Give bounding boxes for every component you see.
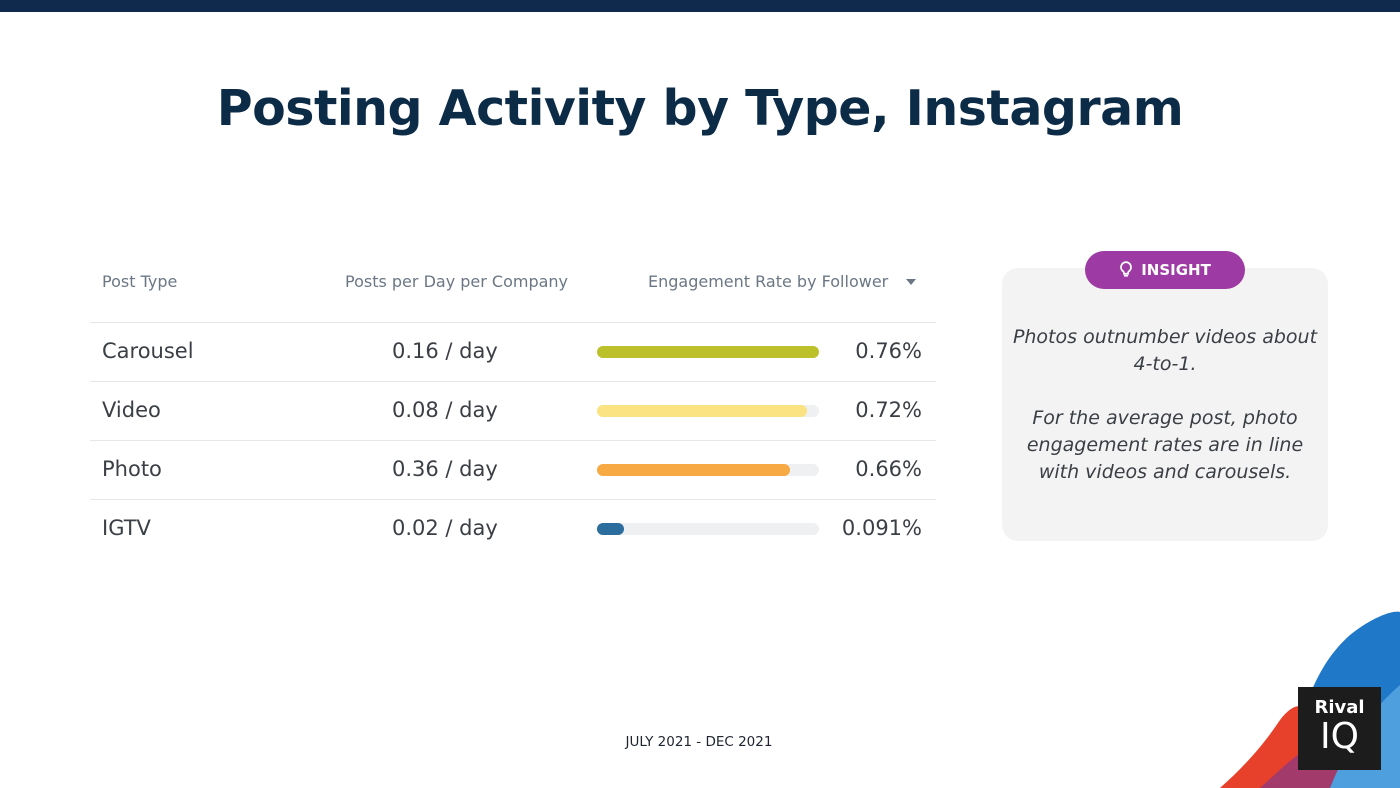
- posting-activity-table: Post Type Posts per Day per Company Enga…: [90, 262, 936, 558]
- posts-per-day-cell: 0.16 / day: [392, 339, 498, 363]
- rival-iq-logo: Rival IQ: [1298, 687, 1381, 770]
- table-row: Photo 0.36 / day 0.66%: [90, 441, 936, 500]
- table-row: IGTV 0.02 / day 0.091%: [90, 500, 936, 558]
- posts-per-day-cell: 0.36 / day: [392, 457, 498, 481]
- insight-paragraph: For the average post, photo engagement r…: [1026, 407, 1304, 483]
- header-post-type: Post Type: [102, 272, 178, 291]
- insight-text: Photos outnumber videos about 4-to-1. Fo…: [1012, 324, 1318, 513]
- top-bar: [0, 0, 1400, 12]
- engagement-bar: [597, 464, 790, 476]
- table-header: Post Type Posts per Day per Company Enga…: [90, 262, 936, 323]
- insight-paragraph: Photos outnumber videos about 4-to-1.: [1012, 326, 1318, 375]
- insight-badge: INSIGHT: [1085, 251, 1245, 289]
- post-type-cell: IGTV: [102, 516, 151, 540]
- engagement-bar: [597, 405, 807, 417]
- header-engagement-rate[interactable]: Engagement Rate by Follower: [648, 272, 889, 291]
- insight-badge-label: INSIGHT: [1141, 261, 1211, 279]
- engagement-value-cell: 0.72%: [855, 398, 922, 422]
- post-type-cell: Carousel: [102, 339, 194, 363]
- page-title: Posting Activity by Type, Instagram: [216, 80, 1184, 137]
- engagement-bar-track: [597, 405, 819, 417]
- posts-per-day-cell: 0.02 / day: [392, 516, 498, 540]
- post-type-cell: Photo: [102, 457, 162, 481]
- logo-text-rival: Rival: [1314, 697, 1365, 718]
- caret-down-icon[interactable]: [906, 279, 916, 285]
- logo-text-iq: IQ: [1320, 716, 1359, 757]
- date-range: JULY 2021 - DEC 2021: [625, 734, 773, 750]
- table-row: Carousel 0.16 / day 0.76%: [90, 323, 936, 382]
- engagement-value-cell: 0.091%: [841, 516, 922, 540]
- post-type-cell: Video: [102, 398, 161, 422]
- engagement-bar-track: [597, 523, 819, 535]
- engagement-bar-track: [597, 464, 819, 476]
- engagement-bar: [597, 346, 819, 358]
- engagement-value-cell: 0.66%: [855, 457, 922, 481]
- table-row: Video 0.08 / day 0.72%: [90, 382, 936, 441]
- posts-per-day-cell: 0.08 / day: [392, 398, 498, 422]
- lightbulb-icon: [1120, 261, 1133, 277]
- engagement-value-cell: 0.76%: [855, 339, 922, 363]
- engagement-bar-track: [597, 346, 819, 358]
- insight-card: [1002, 268, 1328, 541]
- engagement-bar: [597, 523, 624, 535]
- header-posts-per-day: Posts per Day per Company: [345, 272, 569, 291]
- table-body: Carousel 0.16 / day 0.76% Video 0.08 / day 0.…: [90, 323, 936, 558]
